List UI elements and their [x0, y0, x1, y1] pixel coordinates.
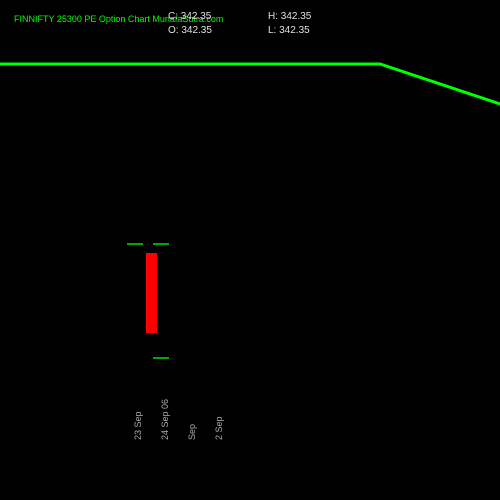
x-axis-label: 23 Sep — [133, 411, 143, 440]
candle-body — [146, 253, 157, 333]
chart-plot — [0, 0, 500, 500]
x-axis-label: 2 Sep — [214, 416, 224, 440]
x-axis-label: 24 Sep 06 — [160, 399, 170, 440]
overlay-line — [0, 64, 500, 104]
x-axis-label: Sep — [187, 424, 197, 440]
